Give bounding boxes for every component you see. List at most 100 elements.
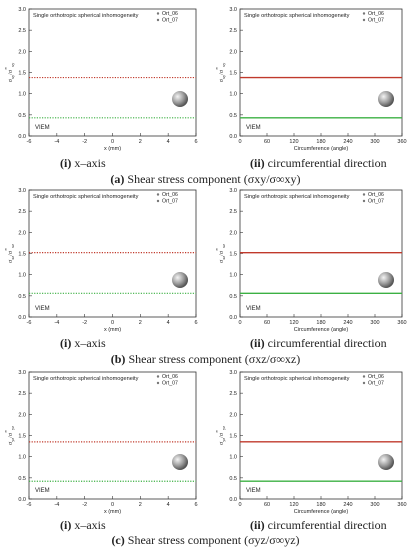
x-tick-label: -2 bbox=[82, 320, 87, 326]
x-tick-label: 120 bbox=[289, 320, 298, 326]
y-axis-label-part: σ bbox=[8, 441, 14, 445]
x-tick-label: 0 bbox=[111, 139, 114, 145]
y-axis-label-part: /σ bbox=[8, 250, 14, 256]
x-axis-label: Circumference (angle) bbox=[294, 146, 349, 152]
x-tick-label: -4 bbox=[54, 139, 59, 145]
plot-frame bbox=[28, 8, 197, 137]
x-tick-label: -2 bbox=[82, 139, 87, 145]
legend-marker bbox=[362, 18, 366, 22]
x-axis-label: x (mm) bbox=[104, 327, 121, 333]
legend-marker bbox=[362, 375, 366, 378]
plot-frame bbox=[239, 189, 403, 318]
x-tick-label: 240 bbox=[343, 502, 352, 508]
x-tick-label: 300 bbox=[370, 320, 379, 326]
y-tick-label: 1.5 bbox=[229, 252, 237, 258]
sphere-icon bbox=[172, 454, 188, 470]
y-tick-label: 1.0 bbox=[229, 455, 237, 461]
y-axis-label-part: /σ bbox=[8, 69, 14, 75]
viem-annotation: VIEM bbox=[35, 125, 50, 131]
legend-marker bbox=[156, 199, 160, 203]
y-tick-label: 2.0 bbox=[18, 412, 26, 418]
sublabel-c-ii: (ii) circumferential direction bbox=[250, 518, 387, 532]
chart-b-i: 0.00.51.01.52.02.53.0-6 -4 -2 0 2 4 6x (mm)σxz… bbox=[3, 188, 198, 333]
y-axis-label-part: ∞ bbox=[214, 430, 219, 433]
legend-label: Ort_06 bbox=[368, 374, 384, 380]
x-axis-label: x (mm) bbox=[104, 146, 121, 152]
y-axis-label-part: ∞ bbox=[3, 248, 8, 251]
y-axis-label: σxz/σ∞xz bbox=[214, 244, 226, 263]
y-tick-label: 1.5 bbox=[18, 252, 26, 258]
x-tick-label: 240 bbox=[343, 320, 352, 326]
x-tick-label: 6 bbox=[194, 139, 197, 145]
y-tick-label: 2.5 bbox=[18, 209, 26, 215]
y-tick-label: 0.5 bbox=[18, 113, 26, 119]
y-axis-label: σxy/σ∞xy bbox=[3, 62, 15, 82]
caption-b: (b) Shear stress component (σxz/σ∞xz) bbox=[110, 352, 301, 366]
legend-label: Ort_07 bbox=[162, 381, 178, 387]
y-tick-label: 3.0 bbox=[229, 7, 237, 13]
legend-marker bbox=[156, 12, 160, 15]
x-tick-label: 2 bbox=[139, 502, 142, 508]
y-axis-label-part: /σ bbox=[219, 250, 225, 256]
x-tick-label: 0 bbox=[238, 502, 241, 508]
x-tick-label: 2 bbox=[139, 139, 142, 145]
y-tick-label: 1.0 bbox=[18, 92, 26, 98]
plot-frame bbox=[28, 371, 197, 500]
y-axis-label-part: yz bbox=[221, 438, 226, 442]
y-axis-label-part: σ bbox=[219, 441, 225, 445]
x-tick-label: 0 bbox=[238, 320, 241, 326]
y-tick-label: 2.5 bbox=[18, 28, 26, 34]
sphere-icon bbox=[172, 272, 188, 288]
x-tick-label: 0 bbox=[111, 502, 114, 508]
y-tick-label: 0.5 bbox=[229, 294, 237, 300]
legend-marker bbox=[156, 375, 160, 378]
chart-a-i: 0.00.51.01.52.02.53.0-6 -4 -2 0 2 4 6x (mm)σxy… bbox=[3, 7, 198, 152]
y-axis-label-part: xz bbox=[221, 244, 226, 248]
chart-c-ii: 0.0 0.5 1.0 1.5 2.0 2.5 3.0 0 60 120 180 240 300 360 C… bbox=[214, 370, 407, 515]
y-axis-label-part: /σ bbox=[219, 432, 225, 438]
chart-title: Single orthotropic spherical inhomogenei… bbox=[33, 376, 139, 382]
viem-annotation: VIEM bbox=[246, 306, 261, 312]
x-tick-label: -4 bbox=[54, 502, 59, 508]
y-tick-label: 0.0 bbox=[18, 315, 26, 321]
x-tick-label: 60 bbox=[264, 139, 270, 145]
sphere-icon bbox=[378, 272, 394, 288]
y-tick-label: 2.0 bbox=[18, 230, 26, 236]
x-axis-label: Circumference (angle) bbox=[294, 327, 349, 333]
y-axis-label-part: xy bbox=[221, 74, 226, 79]
x-tick-label: 60 bbox=[264, 320, 270, 326]
y-tick-label: 3.0 bbox=[18, 370, 26, 376]
legend-marker bbox=[362, 193, 366, 196]
y-axis-label: σxz/σ∞xz bbox=[3, 244, 15, 263]
y-tick-label: 1.0 bbox=[18, 273, 26, 279]
y-tick-label: 0.0 bbox=[229, 315, 237, 321]
y-axis-label-part: ∞ bbox=[214, 248, 219, 251]
sphere-icon bbox=[172, 91, 188, 107]
x-tick-label: 0 bbox=[111, 320, 114, 326]
legend-label: Ort_07 bbox=[162, 199, 178, 205]
y-axis-label-part: xy bbox=[10, 62, 15, 67]
x-tick-label: 120 bbox=[289, 139, 298, 145]
y-tick-label: 2.5 bbox=[18, 391, 26, 397]
x-tick-label: 240 bbox=[343, 139, 352, 145]
y-axis-label-part: xz bbox=[221, 256, 226, 260]
caption-a: (a) Shear stress component (σxy/σ∞xy) bbox=[110, 172, 301, 186]
x-tick-label: 60 bbox=[264, 502, 270, 508]
y-axis-label-part: /σ bbox=[219, 69, 225, 75]
y-tick-label: 0.5 bbox=[18, 476, 26, 482]
legend-label: Ort_06 bbox=[368, 11, 384, 17]
plot-frame bbox=[239, 371, 403, 500]
chart-a-ii: 0.0 0.5 1.0 1.5 2.0 2.5 3.0 0 60 120 180 240 300 360 C… bbox=[214, 7, 407, 152]
x-tick-label: 2 bbox=[139, 320, 142, 326]
y-tick-label: 1.0 bbox=[229, 273, 237, 279]
x-tick-label: 4 bbox=[167, 320, 170, 326]
y-axis-label-part: ∞ bbox=[3, 67, 8, 70]
y-tick-label: 1.0 bbox=[18, 455, 26, 461]
x-tick-label: 180 bbox=[316, 320, 325, 326]
x-tick-label: 0 bbox=[238, 139, 241, 145]
y-axis-label: σyz/σ∞yz bbox=[3, 426, 15, 445]
y-tick-label: 2.0 bbox=[229, 230, 237, 236]
sublabel-c-i: (i) x–axis bbox=[60, 518, 106, 532]
legend-marker bbox=[362, 12, 366, 15]
